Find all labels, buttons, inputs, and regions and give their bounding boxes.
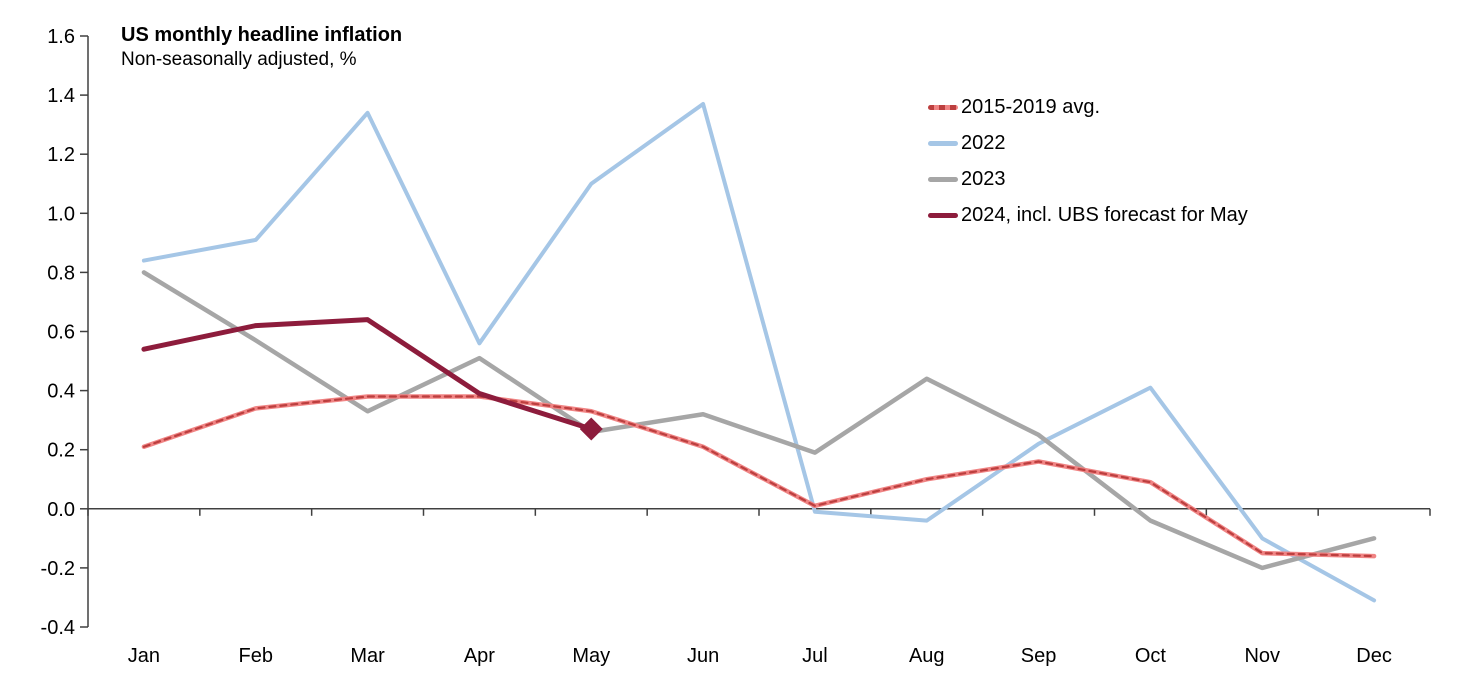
y-tick-label: -0.4 [41,617,75,639]
series-line-2015-2019-avg-dash-overlay [142,395,1376,558]
legend-item-2015-2019-avg: 2015-2019 avg. [928,89,1248,125]
month-label: Nov [1244,645,1280,667]
y-tick-label: 0.2 [47,440,75,462]
series-line-2023 [141,270,1377,571]
y-tick-label: 1.2 [47,144,75,166]
legend-item-2022: 2022 [928,125,1248,161]
chart-title: US monthly headline inflation [121,24,403,46]
legend-label: 2022 [961,131,1006,154]
month-label: Oct [1135,645,1167,667]
y-tick-label: 0.8 [47,262,75,284]
y-tick-label: 0.6 [47,322,75,344]
y-tick-label: 1.4 [47,85,75,107]
legend-label: 2023 [961,167,1006,190]
forecast-diamond-marker [579,417,603,441]
legend-marker-2022 [928,140,958,146]
month-label: Mar [350,645,385,667]
month-label: Feb [239,645,273,667]
month-label: Aug [909,645,945,667]
series-line-2024-incl-ubs-forecast-for-may [141,317,594,432]
month-label: Jun [687,645,719,667]
chart-legend: 2015-2019 avg. 2022 2023 2024, incl. UBS… [928,89,1248,233]
y-tick-label: 1.0 [47,203,75,225]
chart-subtitle: Non-seasonally adjusted, % [121,49,357,70]
y-tick-label: 0.0 [47,499,75,521]
legend-marker-2024 [928,212,958,218]
y-tick-label: 1.6 [47,26,75,48]
legend-item-2023: 2023 [928,161,1248,197]
legend-marker-2015-2019-avg [928,104,958,110]
month-label: Jul [802,645,828,667]
legend-label: 2015-2019 avg. [961,95,1101,118]
month-label: Jan [128,645,160,667]
month-label: Sep [1021,645,1057,667]
legend-marker-2023 [928,176,958,182]
legend-label: 2024, incl. UBS forecast for May [961,203,1248,226]
y-tick-label: -0.2 [41,558,75,580]
y-tick-label: 0.4 [47,381,75,403]
month-label: Dec [1356,645,1392,667]
month-label: May [572,645,610,667]
month-label: Apr [464,645,495,667]
series-line-2022 [141,101,1377,603]
series-line-2015-2019-avg [141,394,1377,559]
legend-item-2024: 2024, incl. UBS forecast for May [928,197,1248,233]
